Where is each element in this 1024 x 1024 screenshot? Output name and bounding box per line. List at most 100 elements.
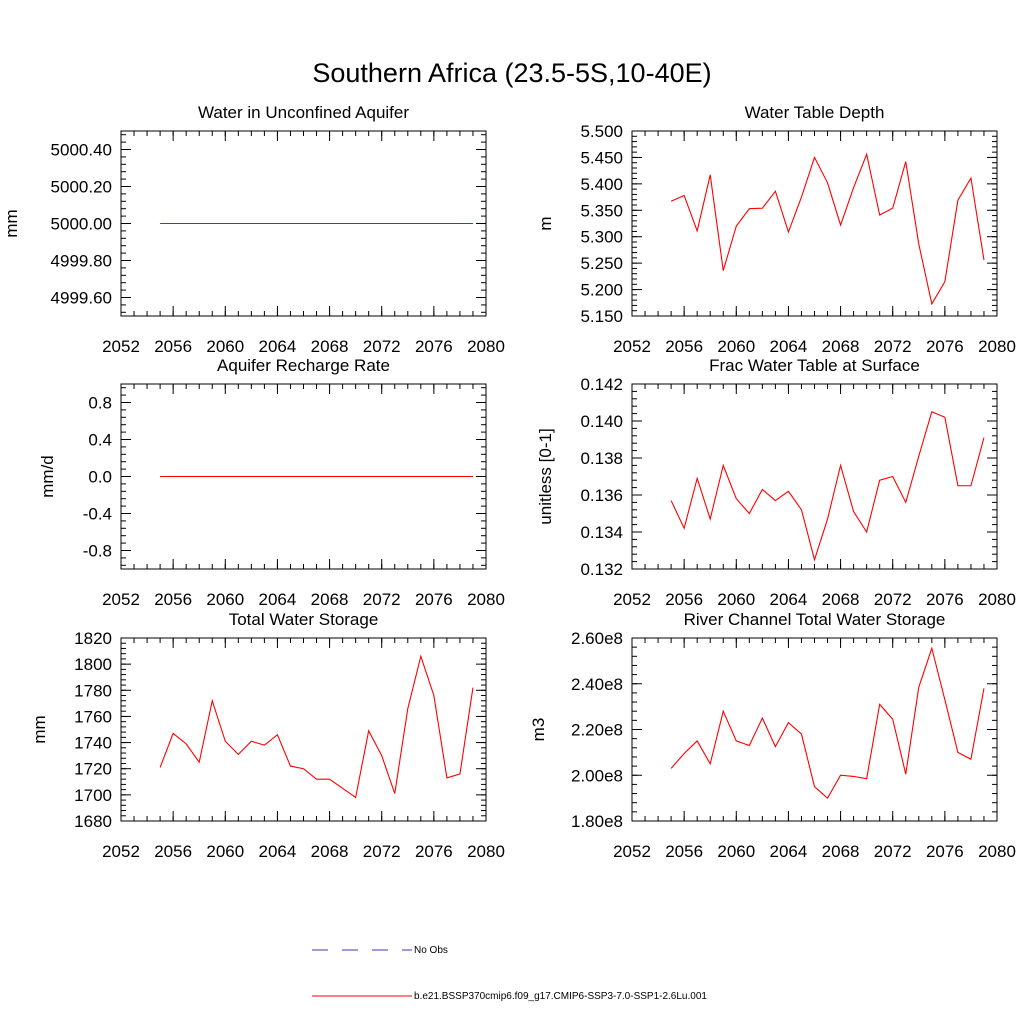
x-tick-label: 2052 — [613, 842, 651, 861]
x-tick-label: 2064 — [770, 337, 808, 356]
chart-panel-2: 2052 2056 2060 2064 2068 2072 2076 2080 5.150 5.2… — [536, 103, 1016, 356]
y-axis-label: mm — [2, 209, 21, 237]
chart-panel-5: 2052 2056 2060 2064 2068 2072 2076 2080 1680 1700… — [30, 610, 505, 861]
y-tick-label: 0.140 — [580, 412, 623, 431]
y-tick-label: 5.200 — [580, 281, 623, 300]
legend-label-no-obs: No Obs — [414, 945, 448, 956]
plot-frame — [631, 637, 998, 822]
x-tick-label: 2072 — [874, 842, 912, 861]
x-tick-label: 2064 — [259, 590, 297, 609]
x-tick-label: 2080 — [467, 337, 505, 356]
x-tick-label: 2072 — [363, 590, 401, 609]
y-tick-label: -0.4 — [83, 505, 112, 524]
x-tick-label: 2056 — [665, 337, 703, 356]
legend: No Obs b.e21.BSSP370cmip6.f09_g17.CMIP6-… — [312, 945, 707, 1002]
panel-title: River Channel Total Water Storage — [684, 610, 946, 629]
y-tick-label: 0.8 — [88, 394, 112, 413]
y-tick-label: 2.00e8 — [571, 766, 623, 785]
y-tick-label: 1700 — [74, 786, 112, 805]
series-line — [670, 411, 985, 562]
y-tick-label: 5.400 — [580, 175, 623, 194]
x-tick-label: 2080 — [978, 842, 1016, 861]
y-tick-label: 0.132 — [580, 560, 623, 579]
x-tick-label: 2052 — [102, 337, 140, 356]
x-tick-label: 2052 — [613, 590, 651, 609]
x-tick-label: 2060 — [206, 337, 244, 356]
x-tick-label: 2072 — [874, 590, 912, 609]
x-tick-label: 2064 — [770, 842, 808, 861]
x-tick-label: 2068 — [822, 590, 860, 609]
y-tick-label: 5000.40 — [51, 141, 112, 160]
x-tick-label: 2056 — [665, 590, 703, 609]
x-tick-label: 2064 — [259, 337, 297, 356]
x-tick-label: 2056 — [154, 842, 192, 861]
chart-panel-4: 2052 2056 2060 2064 2068 2072 2076 2080 0.132 0.1… — [536, 356, 1016, 609]
y-tick-label: 1740 — [74, 734, 112, 753]
x-tick-label: 2072 — [363, 842, 401, 861]
chart-panel-1: 2052 2056 2060 2064 2068 2072 2076 2080 4999.60 4… — [2, 103, 505, 356]
series-line — [159, 654, 474, 799]
y-tick-label: 5.350 — [580, 201, 623, 220]
x-tick-label: 2064 — [259, 842, 297, 861]
legend-label-model: b.e21.BSSP370cmip6.f09_g17.CMIP6-SSP3-7.… — [414, 991, 707, 1002]
y-tick-label: 5.450 — [580, 148, 623, 167]
x-tick-label: 2072 — [363, 337, 401, 356]
panel-title: Water Table Depth — [745, 103, 885, 122]
x-tick-label: 2080 — [978, 337, 1016, 356]
x-tick-label: 2056 — [665, 842, 703, 861]
y-axis-label: m3 — [529, 718, 548, 742]
chart-panel-3: 2052 2056 2060 2064 2068 2072 2076 2080 -0.8 -0.4… — [38, 356, 505, 609]
y-tick-label: 1780 — [74, 681, 112, 700]
figure-title: Southern Africa (23.5-5S,10-40E) — [312, 58, 711, 88]
y-tick-label: 4999.80 — [51, 252, 112, 271]
series-line — [670, 152, 985, 306]
x-tick-label: 2068 — [822, 337, 860, 356]
y-tick-label: 1800 — [74, 655, 112, 674]
y-tick-label: 2.20e8 — [571, 721, 623, 740]
y-tick-label: 5.250 — [580, 254, 623, 273]
y-tick-label: 0.4 — [88, 431, 112, 450]
y-tick-label: 1820 — [74, 629, 112, 648]
x-tick-label: 2052 — [102, 842, 140, 861]
chart-panel-6: 2052 2056 2060 2064 2068 2072 2076 2080 1.80e8 2.… — [529, 610, 1016, 861]
x-tick-label: 2052 — [102, 590, 140, 609]
x-tick-label: 2072 — [874, 337, 912, 356]
panels: 2052 2056 2060 2064 2068 2072 2076 2080 4999.60 4… — [2, 103, 1016, 861]
y-tick-label: 2.40e8 — [571, 675, 623, 694]
series-line — [670, 646, 985, 799]
x-tick-label: 2068 — [311, 590, 349, 609]
y-tick-label: 2.60e8 — [571, 629, 623, 648]
y-tick-label: 5000.00 — [51, 215, 112, 234]
x-tick-label: 2056 — [154, 337, 192, 356]
panel-title: Aquifer Recharge Rate — [217, 356, 390, 375]
plot-frame — [120, 637, 487, 822]
y-tick-label: 1680 — [74, 812, 112, 831]
y-tick-label: 1.80e8 — [571, 812, 623, 831]
y-tick-label: 5.500 — [580, 122, 623, 141]
y-tick-label: 0.142 — [580, 375, 623, 394]
x-tick-label: 2080 — [978, 590, 1016, 609]
y-tick-label: 5.150 — [580, 307, 623, 326]
y-axis-label: mm/d — [38, 455, 57, 498]
panel-title: Water in Unconfined Aquifer — [198, 103, 409, 122]
panel-title: Total Water Storage — [229, 610, 379, 629]
y-tick-label: 0.136 — [580, 486, 623, 505]
y-tick-label: 1760 — [74, 707, 112, 726]
x-tick-label: 2076 — [926, 842, 964, 861]
x-tick-label: 2076 — [926, 590, 964, 609]
panel-title: Frac Water Table at Surface — [709, 356, 920, 375]
y-tick-label: 5.300 — [580, 228, 623, 247]
x-tick-label: 2076 — [415, 842, 453, 861]
x-tick-label: 2060 — [717, 842, 755, 861]
x-tick-label: 2060 — [717, 337, 755, 356]
x-tick-label: 2076 — [415, 337, 453, 356]
x-tick-label: 2076 — [415, 590, 453, 609]
x-tick-label: 2060 — [206, 590, 244, 609]
x-tick-label: 2064 — [770, 590, 808, 609]
x-tick-label: 2080 — [467, 590, 505, 609]
y-axis-label: unitless [0-1] — [536, 428, 555, 524]
x-tick-label: 2052 — [613, 337, 651, 356]
y-tick-label: 0.138 — [580, 449, 623, 468]
x-tick-label: 2056 — [154, 590, 192, 609]
